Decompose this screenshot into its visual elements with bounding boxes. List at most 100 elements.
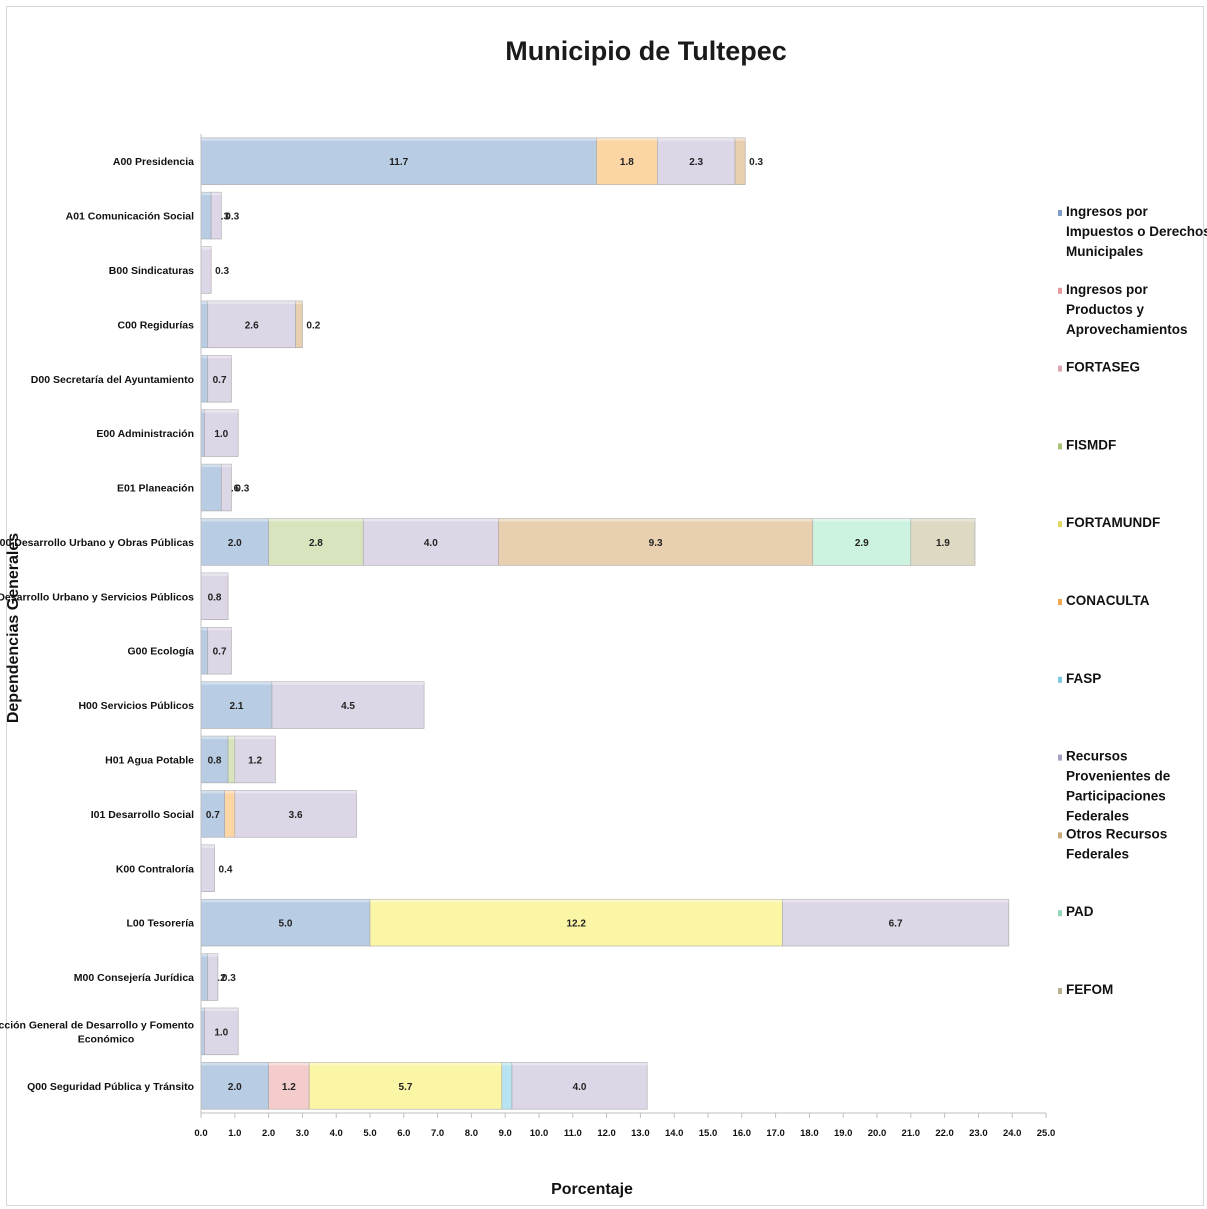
bar-highlight — [657, 137, 736, 141]
chart-title: Municipio de Tultepec — [505, 36, 787, 66]
x-tick-label: 21.0 — [902, 1128, 921, 1139]
data-label: 4.0 — [424, 538, 438, 549]
data-label: 2.0 — [228, 1082, 242, 1093]
bar-highlight — [204, 1008, 239, 1012]
category-label: F00 Desarrollo Urbano y Obras Públicas — [0, 537, 194, 549]
data-label: 2.0 — [228, 538, 242, 549]
legend-swatch — [1058, 832, 1062, 839]
bar-highlight — [224, 790, 235, 794]
bar-highlight — [268, 518, 364, 522]
bar-segment — [200, 355, 209, 403]
bar-highlight — [735, 137, 746, 141]
legend-entry: FORTAMUNDF — [1066, 515, 1160, 530]
data-label: 2.9 — [855, 538, 869, 549]
legend-swatch — [1058, 287, 1062, 294]
data-label: 2.3 — [689, 157, 703, 168]
data-label: 0.2 — [306, 320, 320, 331]
data-label: 6.7 — [889, 919, 903, 930]
data-label: 12.2 — [566, 919, 586, 930]
bar-highlight — [201, 627, 208, 631]
data-label: 1.2 — [248, 755, 262, 766]
legend-entry: Otros Recursos Federales — [1066, 826, 1167, 861]
x-tick-label: 2.0 — [262, 1128, 275, 1139]
bar-segment — [268, 1062, 310, 1110]
legend-entry: FORTASEG — [1066, 360, 1140, 375]
category-label: E00 Administración — [96, 428, 194, 440]
bar-segment — [656, 137, 736, 185]
bar-highlight — [228, 736, 235, 740]
bar-segment — [782, 898, 1010, 947]
x-tick-label: 19.0 — [834, 1128, 853, 1139]
bar-highlight — [511, 1062, 648, 1066]
legend-swatch — [1058, 521, 1062, 528]
legend-entry: CONACULTA — [1066, 593, 1150, 608]
bar-highlight — [201, 572, 229, 576]
bar-segment — [200, 953, 209, 1001]
category-label: D00 Secretaría del Ayuntamiento — [31, 374, 194, 386]
data-label: 0.4 — [219, 864, 233, 875]
bar-segment — [362, 518, 499, 566]
bar-highlight — [207, 627, 232, 631]
data-label: 0.6 — [225, 484, 239, 495]
bar-highlight — [782, 899, 1009, 903]
category-label: M00 Consejería Jurídica — [74, 972, 194, 984]
data-label: 5.7 — [399, 1082, 413, 1093]
x-tick-label: 11.0 — [564, 1128, 582, 1139]
bar-highlight — [201, 790, 225, 794]
legend-entry: PAD — [1066, 904, 1094, 919]
data-label: 1.9 — [936, 538, 950, 549]
bar-highlight — [201, 300, 208, 304]
bar-segment — [210, 191, 222, 240]
bar-highlight — [201, 681, 272, 685]
data-label: 0.3 — [222, 973, 236, 984]
data-label: 1.2 — [282, 1082, 296, 1093]
bar-highlight — [201, 953, 208, 957]
bar-highlight — [201, 192, 212, 196]
legend-entry: FEFOM — [1066, 982, 1113, 997]
legend-swatch — [1058, 676, 1062, 683]
data-label: 0.3 — [215, 266, 229, 277]
bars-layer: 11.71.82.30.30.30.30.30.22.60.20.20.70.1… — [200, 137, 1010, 1110]
category-label: B00 Sindicaturas — [109, 265, 194, 277]
bar-highlight — [221, 464, 232, 468]
bar-highlight — [201, 844, 215, 848]
bar-highlight — [271, 681, 425, 685]
data-label: 9.3 — [649, 538, 663, 549]
bar-segment — [295, 300, 303, 349]
category-label: G00 Ecología — [127, 646, 194, 658]
bar-segment — [200, 463, 222, 512]
data-label: 4.5 — [341, 701, 355, 712]
data-label: 0.3 — [215, 212, 229, 223]
bar-segment — [308, 1062, 503, 1110]
bar-segment — [200, 898, 371, 947]
x-tick-label: 18.0 — [800, 1128, 819, 1139]
legend-swatch — [1058, 599, 1062, 605]
x-axis-title: Porcentaje — [551, 1181, 633, 1198]
bar-highlight — [596, 137, 658, 141]
x-tick-label: 22.0 — [935, 1128, 954, 1139]
bar-highlight — [363, 518, 499, 522]
x-tick-label: 12.0 — [597, 1128, 616, 1139]
data-label: 3.6 — [289, 810, 303, 821]
x-tick-label: 15.0 — [699, 1128, 718, 1139]
bar-segment — [207, 300, 296, 349]
legend-entry: FISMDF — [1066, 437, 1116, 452]
x-tick-label: 17.0 — [766, 1128, 785, 1139]
bar-segment — [200, 409, 205, 457]
bar-segment — [204, 409, 239, 457]
data-label: 0.3 — [235, 484, 249, 495]
data-label: 2.1 — [230, 701, 244, 712]
bar-highlight — [201, 1008, 205, 1012]
bar-segment — [200, 627, 209, 675]
data-label: 1.8 — [620, 157, 634, 168]
x-tick-label: 23.0 — [969, 1128, 988, 1139]
bar-segment — [200, 1007, 205, 1056]
bar-segment — [200, 681, 273, 729]
bar-highlight — [234, 790, 357, 794]
category-label: I01 Desarrollo Social — [91, 809, 194, 821]
x-tick-label: 3.0 — [296, 1128, 309, 1139]
bar-highlight — [207, 300, 296, 304]
x-tick-label: 6.0 — [397, 1128, 410, 1139]
legend: Ingresos por Impuestos o Derechos Municipa… — [1058, 204, 1207, 997]
